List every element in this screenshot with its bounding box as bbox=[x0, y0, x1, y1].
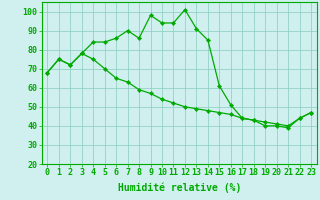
X-axis label: Humidité relative (%): Humidité relative (%) bbox=[117, 183, 241, 193]
